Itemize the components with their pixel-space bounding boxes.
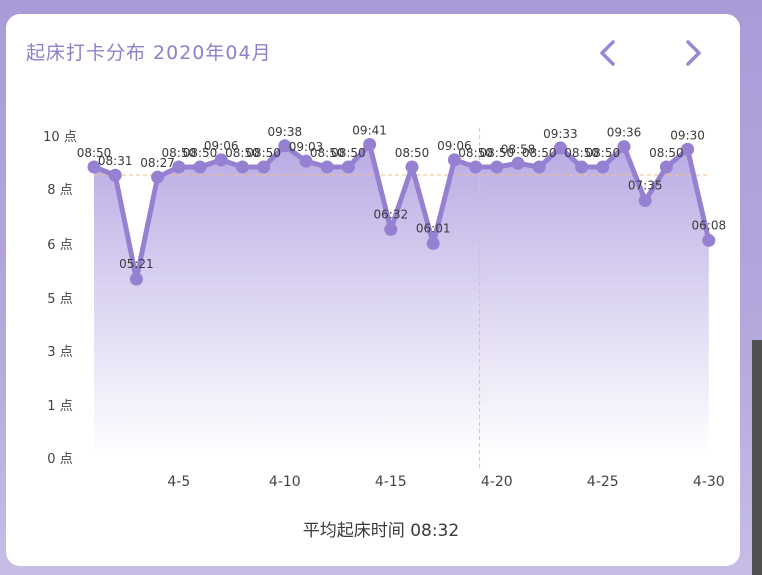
data-label: 08:50 <box>331 146 366 160</box>
chart-title: 起床打卡分布 2020年04月 <box>26 42 272 64</box>
data-label: 08:50 <box>183 146 218 160</box>
data-label: 08:50 <box>522 146 557 160</box>
y-tick-label: 8 点 <box>47 183 72 198</box>
data-label: 07:35 <box>628 179 663 193</box>
data-point <box>575 160 589 174</box>
data-point <box>151 170 165 184</box>
data-label: 09:38 <box>268 125 303 139</box>
data-point <box>235 160 249 174</box>
data-point <box>702 233 716 247</box>
data-point <box>553 141 567 155</box>
data-point <box>172 160 186 174</box>
data-point <box>617 140 631 154</box>
data-label: 08:31 <box>98 154 133 168</box>
data-point <box>447 153 461 167</box>
data-label: 08:50 <box>77 146 112 160</box>
x-tick-label: 4-15 <box>375 474 407 490</box>
data-label: 09:30 <box>670 128 705 142</box>
x-tick-label: 4-10 <box>269 474 301 490</box>
x-tick-label: 4-25 <box>587 474 619 490</box>
data-label: 08:50 <box>649 146 684 160</box>
y-tick-label: 3 点 <box>47 345 72 360</box>
x-tick-label: 4-5 <box>167 474 190 490</box>
data-point <box>681 142 695 156</box>
data-point <box>320 160 334 174</box>
y-tick-label: 6 点 <box>47 238 72 253</box>
data-label: 09:03 <box>289 140 324 154</box>
next-month-button[interactable] <box>679 38 707 68</box>
data-label: 06:08 <box>692 218 727 232</box>
y-tick-label: 0 点 <box>47 452 72 467</box>
data-point <box>469 160 483 174</box>
x-tick-label: 4-30 <box>693 474 725 490</box>
data-point <box>299 154 313 168</box>
data-label: 09:33 <box>543 127 578 141</box>
y-tick-label: 1 点 <box>47 399 72 414</box>
data-label: 08:50 <box>162 146 197 160</box>
data-label: 09:06 <box>437 139 472 153</box>
area-fill <box>94 144 709 458</box>
data-point <box>596 160 610 174</box>
data-label: 08:27 <box>140 156 175 170</box>
data-label: 08:50 <box>480 146 515 160</box>
data-point <box>363 137 377 151</box>
data-label: 09:36 <box>607 126 642 140</box>
chevron-left-icon <box>600 40 615 66</box>
scrollbar[interactable] <box>752 340 762 575</box>
data-label: 08:50 <box>458 146 493 160</box>
data-point <box>426 236 440 250</box>
data-point <box>87 160 101 174</box>
data-point <box>214 153 228 167</box>
data-label: 08:50 <box>310 146 345 160</box>
data-label: 08:50 <box>246 146 281 160</box>
data-point <box>490 160 504 174</box>
y-tick-label: 5 点 <box>47 292 72 307</box>
data-label: 09:41 <box>352 123 387 137</box>
data-label: 08:50 <box>395 146 430 160</box>
data-label: 08:50 <box>564 146 599 160</box>
y-tick-label: 10 点 <box>43 130 77 145</box>
data-label: 06:01 <box>416 221 451 235</box>
data-point <box>659 160 673 174</box>
data-label: 08:50 <box>225 146 260 160</box>
data-point <box>405 160 419 174</box>
data-point <box>129 272 143 286</box>
data-point <box>278 139 292 153</box>
average-wake-time: 平均起床时间 08:32 <box>302 521 460 541</box>
data-point <box>257 160 271 174</box>
data-point <box>193 160 207 174</box>
data-label: 06:32 <box>374 207 409 221</box>
data-point <box>638 194 652 208</box>
data-point <box>511 156 525 170</box>
data-label: 05:21 <box>119 257 154 271</box>
data-label: 08:58 <box>501 142 536 156</box>
previous-month-button[interactable] <box>594 38 622 68</box>
data-label: 09:06 <box>204 139 239 153</box>
data-point <box>532 160 546 174</box>
data-point <box>108 168 122 182</box>
x-tick-label: 4-20 <box>481 474 513 490</box>
data-point <box>341 160 355 174</box>
data-point <box>384 222 398 236</box>
data-label: 08:50 <box>586 146 621 160</box>
chevron-right-icon <box>686 40 701 66</box>
